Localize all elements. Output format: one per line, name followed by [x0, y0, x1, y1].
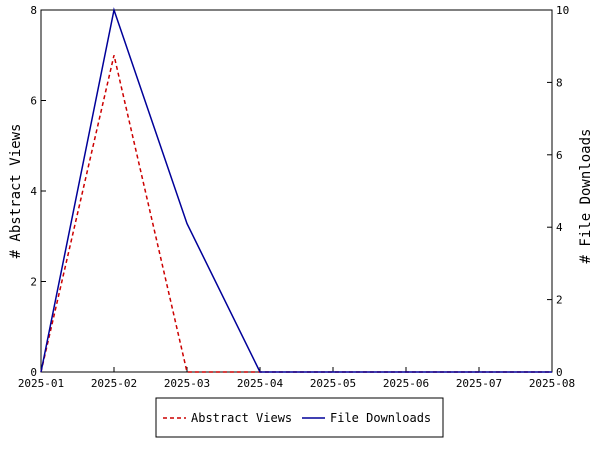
x-tick-label: 2025-07: [456, 377, 502, 390]
legend-label-file-downloads: File Downloads: [330, 411, 431, 425]
left-y-axis: 0 2 4 6 8: [30, 4, 46, 379]
legend: Abstract Views File Downloads: [155, 397, 444, 438]
x-tick-label: 2025-02: [91, 377, 137, 390]
right-y-tick-label: 4: [556, 221, 563, 234]
series-lines: [40, 7, 552, 373]
right-y-tick-label: 10: [556, 4, 569, 17]
right-y-tick-label: 0: [556, 366, 563, 379]
left-y-tick-label: 0: [30, 366, 37, 379]
x-tick-label: 2025-05: [310, 377, 356, 390]
left-y-tick-label: 4: [30, 185, 37, 198]
x-tick-label: 2025-01: [18, 377, 64, 390]
left-y-tick-label: 2: [30, 276, 37, 289]
x-axis: 2025-01 2025-02 2025-03 2025-04 2025-05 2025-…: [18, 367, 575, 390]
left-axis-title: # Abstract Views: [8, 124, 24, 259]
x-tick-label: 2025-04: [237, 377, 284, 390]
x-tick-label: 2025-08: [529, 377, 575, 390]
right-y-tick-label: 8: [556, 76, 563, 89]
plot-area: [40, 9, 553, 373]
left-y-tick-label: 6: [30, 95, 37, 108]
right-y-tick-label: 6: [556, 149, 563, 162]
legend-box: [155, 397, 444, 438]
x-tick-label: 2025-03: [164, 377, 210, 390]
legend-label-abstract-views: Abstract Views: [191, 411, 292, 425]
right-y-tick-label: 2: [556, 294, 563, 307]
left-y-tick-label: 8: [30, 4, 37, 17]
x-tick-label: 2025-06: [383, 377, 429, 390]
right-axis-title: # File Downloads: [578, 129, 594, 264]
series-line-file-downloads: [40, 7, 552, 373]
